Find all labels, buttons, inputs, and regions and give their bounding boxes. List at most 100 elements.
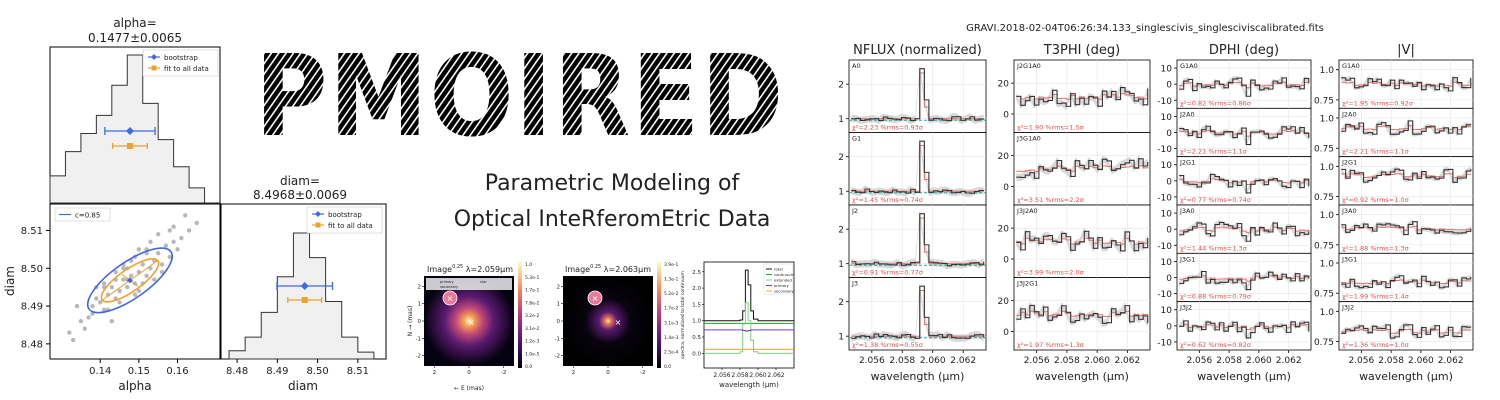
image2-colorbar-label: 1.7e-2 — [664, 306, 679, 312]
oifits-y-tick-label: 20 — [998, 80, 1010, 90]
scatter-x-tick-label: 0.16 — [166, 366, 188, 377]
image2-colorbar-label: 3.1e-3 — [664, 320, 679, 326]
oifits-x-tick-label: 2.056 — [1186, 356, 1212, 366]
oifits-panel-chi2: χ²=0.91 %rms=0.77σ — [852, 269, 923, 277]
image1-x-tick-label: 2 — [433, 370, 437, 376]
scatter-bootstrap-ellipse — [86, 247, 174, 314]
oifits-x-tick-label: 2.060 — [1246, 356, 1272, 366]
oifits-error-band — [1341, 219, 1471, 237]
image1-legend-primary: primary — [440, 280, 454, 284]
oifits-y-tick-label: 20 — [998, 225, 1010, 235]
spectra-lines — [704, 269, 794, 354]
image1-colorbar-label: 1.0e-5 — [525, 351, 540, 357]
oifits-y-tick-label: 1 — [838, 333, 844, 343]
oifits-y-tick-label: 0 — [1166, 177, 1172, 187]
scatter-point — [167, 228, 172, 233]
image1-y-tick-label: -2 — [416, 354, 421, 360]
oifits-panel-chi2: χ²=1.97 %rms=1.3σ — [1017, 341, 1084, 349]
diam-x-ticks: 8.48 8.49 8.50 8.51 — [226, 359, 369, 377]
diam-xlabel: diam — [288, 379, 318, 393]
oifits-y-tick-label: 10 — [1161, 258, 1173, 268]
oifits-panel-label: J2G1 — [1341, 159, 1357, 167]
spectra-line-extended — [704, 302, 794, 354]
oifits-panel-chi2: χ²=1.99 %rms=1.4σ — [1342, 293, 1409, 301]
oifits-panel-label: J2A0 — [1179, 110, 1195, 118]
oifits-x-tick-label: 2.062 — [1438, 356, 1464, 366]
oifits-data-line — [1179, 320, 1310, 339]
scatter-point — [67, 330, 72, 335]
scatter-point — [159, 269, 165, 275]
oifits-y-tick-label: -10 — [1157, 338, 1172, 348]
scatter-point — [113, 269, 118, 275]
oifits-y-tick-label: 0 — [1003, 110, 1009, 120]
scatter-point — [144, 273, 149, 279]
oifits-panel: -10 0 10 G1A0 χ²=0.82 %rms=0.86σ — [1157, 59, 1312, 109]
scatter-point — [140, 262, 145, 267]
oifits-data-line — [1179, 270, 1310, 291]
oifits-y-tick-label: 0 — [1003, 183, 1009, 193]
spectra-y-tick-label: 1.0 — [692, 319, 701, 325]
scatter-point — [128, 273, 134, 279]
oifits-data-line — [1341, 168, 1472, 183]
oifits-data-line — [1341, 120, 1472, 135]
alpha-legend-fit: fit to all data — [164, 65, 209, 73]
scatter-point — [121, 266, 126, 271]
image1-y-tick-label: 2 — [418, 284, 422, 290]
oifits-panel-label: G1 — [852, 135, 861, 143]
oifits-panel-label: J3J2 — [1341, 304, 1354, 312]
oifits-x-tick-label: 2.056 — [859, 356, 885, 366]
oifits-error-band — [1341, 118, 1471, 137]
scatter-point — [86, 315, 91, 320]
oifits-y-tick-label: 10 — [1161, 210, 1173, 220]
oifits-y-tick-label: 1.0 — [1320, 260, 1335, 270]
spectra-legend-continuum: continuum — [774, 272, 795, 277]
scatter-point — [171, 239, 176, 245]
oifits-data-line — [1341, 221, 1472, 236]
spectra-y-tick-label: 1.5 — [692, 302, 701, 308]
oifits-panel: 0.75 1.0 J3J2 χ²=1.36 %rms=1.0σ — [1314, 301, 1474, 351]
oifits-y-tick-label: 20 — [998, 152, 1010, 162]
oifits-panel-chi2: χ²=0.77 %rms=0.74σ — [1180, 196, 1251, 204]
spectra-y-ticks: 0.0 0.5 1.0 1.5 2.0 2.5 — [692, 270, 704, 357]
oifits-model-line — [1341, 81, 1472, 87]
scatter-point — [70, 337, 76, 343]
oifits-column-0: NFLUX (normalized) 1 2 A0 χ²=2.23 %rms=0.93σ… — [838, 43, 987, 383]
image1-x-ticks: 2 0 -2 — [433, 366, 506, 376]
oifits-file-title: GRAVI.2018-02-04T06:26:34.133_singlesciv… — [966, 23, 1324, 34]
oifits-panel: 0.75 1.0 J3G1 χ²=1.99 %rms=1.4σ — [1314, 252, 1474, 303]
image2-y-tick-label: 2 — [557, 284, 561, 290]
spectra-line-total — [704, 269, 794, 322]
image1-heatmap — [424, 276, 514, 366]
scatter-point — [132, 292, 138, 297]
oifits-error-band — [1341, 273, 1471, 291]
oifits-panel-label: G1A0 — [1342, 62, 1360, 70]
spectra-y-tick-label: 2.5 — [692, 270, 701, 276]
scatter-ylabel: diam — [3, 266, 17, 296]
oifits-xlabel: wavelength (μm) — [1035, 370, 1129, 383]
oifits-panel-chi2: χ²=1.95 %rms=0.92σ — [1342, 99, 1413, 107]
diam-legend-bootstrap: bootstrap — [328, 211, 362, 219]
oifits-data-line — [851, 213, 985, 267]
oifits-data-line — [1016, 304, 1149, 324]
image1-colorbar-label: 1.7e-1 — [525, 288, 540, 294]
svg-text:×: × — [592, 294, 599, 303]
image1-colorbar-label: 1.2e-3 — [525, 339, 540, 345]
image2-colorbar-label: 1.4e-3 — [664, 335, 679, 341]
oifits-model-line — [1016, 93, 1149, 100]
image2-colorbar-label: 0.0 — [664, 364, 671, 370]
scatter-point — [82, 326, 87, 331]
oifits-panel-chi2: χ²=1.36 %rms=1.0σ — [1342, 341, 1409, 349]
image2-y-tick-label: -1 — [555, 336, 560, 342]
alpha-bootstrap-marker — [125, 127, 134, 135]
oifits-panel-label: G1A0 — [1180, 62, 1198, 70]
oifits-y-tick-label: -10 — [1157, 145, 1172, 155]
oifits-panel-chi2: χ²=0.62 %rms=0.82σ — [1180, 341, 1251, 349]
scatter-point — [175, 247, 180, 252]
oifits-panel-label: A0 — [852, 62, 861, 70]
oifits-data-line — [1179, 221, 1310, 242]
image1-ylabel: N → (mas) — [407, 306, 414, 337]
scatter-x-tick-label: 0.15 — [128, 366, 150, 377]
image1-y-tick-label: 1 — [418, 302, 422, 308]
oifits-y-tick-label: -10 — [1157, 242, 1172, 252]
image2-y-tick-label: 1 — [557, 302, 561, 308]
